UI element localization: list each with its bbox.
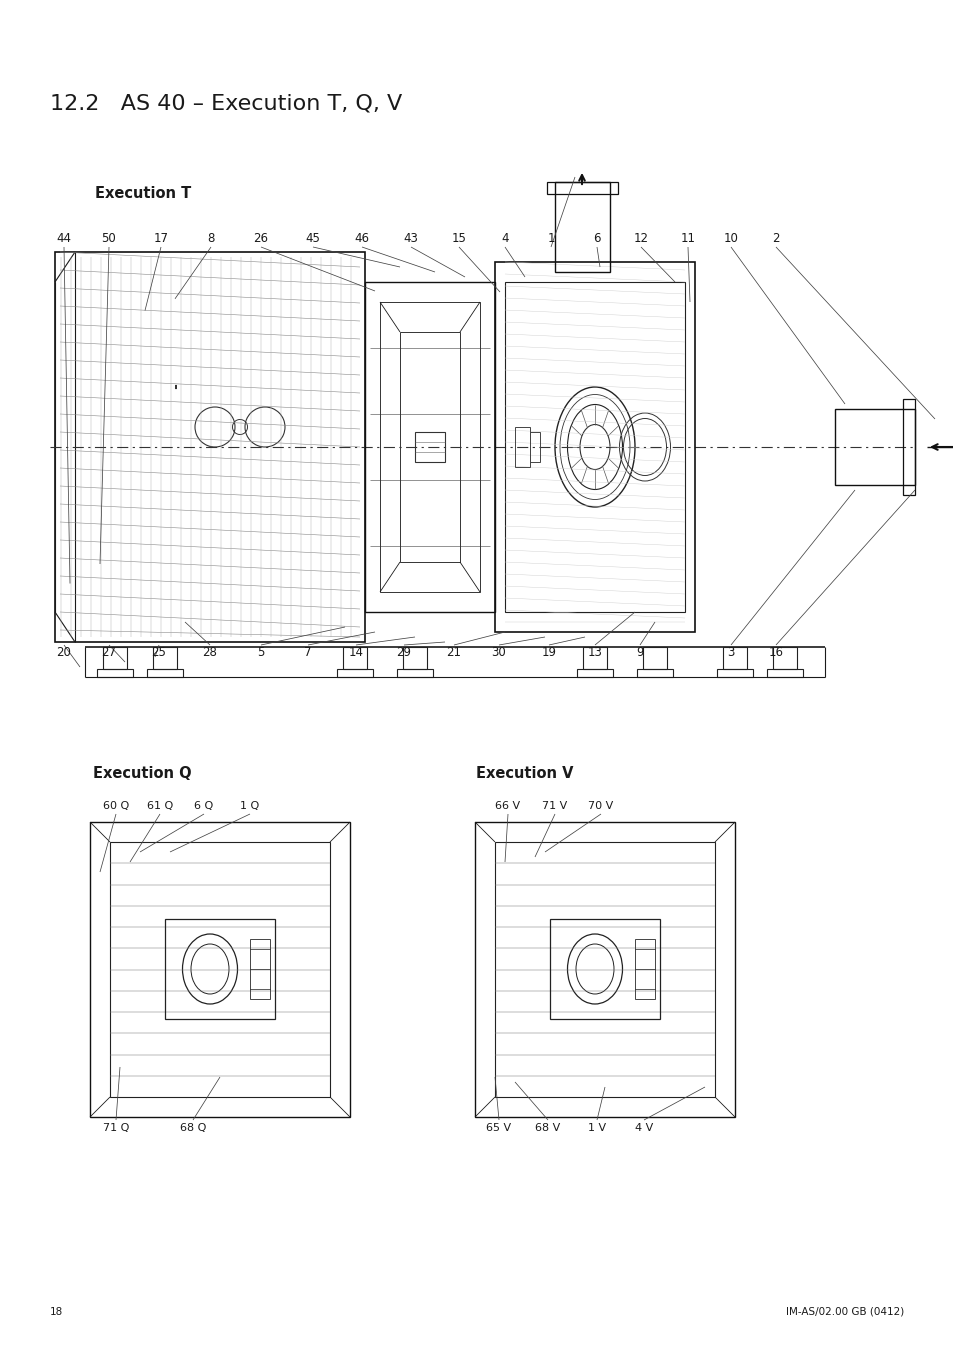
- Text: 45: 45: [305, 232, 320, 246]
- Text: 26: 26: [253, 232, 268, 246]
- Text: 44: 44: [56, 232, 71, 246]
- Bar: [637, 669, 672, 677]
- Bar: [717, 669, 752, 677]
- Bar: [722, 647, 746, 669]
- Text: 8: 8: [207, 232, 214, 246]
- Text: Execution T: Execution T: [95, 185, 191, 200]
- Bar: [555, 182, 609, 272]
- Bar: [766, 669, 802, 677]
- Text: 68 Q: 68 Q: [179, 1123, 206, 1133]
- Text: 14: 14: [348, 647, 363, 659]
- Bar: [379, 303, 479, 592]
- Text: 15: 15: [451, 232, 466, 246]
- Text: 3: 3: [726, 647, 734, 659]
- Text: 2: 2: [771, 232, 779, 246]
- Bar: [90, 821, 350, 1117]
- Text: 4: 4: [500, 232, 508, 246]
- Text: 1: 1: [547, 232, 554, 246]
- Bar: [97, 669, 132, 677]
- Bar: [582, 647, 606, 669]
- Text: 27: 27: [101, 647, 116, 659]
- Bar: [495, 842, 714, 1097]
- Text: 43: 43: [403, 232, 418, 246]
- Text: 12.2   AS 40 – Execution T, Q, V: 12.2 AS 40 – Execution T, Q, V: [50, 93, 402, 113]
- Bar: [495, 262, 695, 632]
- Bar: [336, 669, 373, 677]
- Bar: [250, 939, 270, 998]
- Bar: [515, 427, 530, 467]
- Text: 7: 7: [304, 647, 312, 659]
- Bar: [110, 842, 330, 1097]
- Text: 6: 6: [593, 232, 600, 246]
- Text: 4 V: 4 V: [634, 1123, 653, 1133]
- Text: 1 V: 1 V: [587, 1123, 605, 1133]
- Text: 20: 20: [56, 647, 71, 659]
- Bar: [834, 409, 914, 485]
- Bar: [152, 647, 177, 669]
- Text: 19: 19: [541, 647, 556, 659]
- Text: 65 V: 65 V: [486, 1123, 511, 1133]
- Bar: [635, 939, 655, 998]
- Bar: [147, 669, 183, 677]
- Text: 60 Q: 60 Q: [103, 801, 129, 811]
- Text: 50: 50: [102, 232, 116, 246]
- Text: 6 Q: 6 Q: [194, 801, 213, 811]
- Text: 66 V: 66 V: [495, 801, 520, 811]
- Text: 25: 25: [152, 647, 166, 659]
- Bar: [546, 182, 618, 195]
- Text: 29: 29: [396, 647, 411, 659]
- Bar: [343, 647, 367, 669]
- Text: 5: 5: [257, 647, 264, 659]
- Text: 1 Q: 1 Q: [240, 801, 259, 811]
- Text: 13: 13: [587, 647, 601, 659]
- Text: 46: 46: [355, 232, 369, 246]
- Text: 71 V: 71 V: [542, 801, 567, 811]
- Text: 68 V: 68 V: [535, 1123, 560, 1133]
- Bar: [504, 282, 684, 612]
- Text: Execution Q: Execution Q: [92, 766, 192, 781]
- Bar: [365, 282, 495, 612]
- Bar: [475, 821, 734, 1117]
- Bar: [530, 432, 539, 462]
- Text: 17: 17: [153, 232, 169, 246]
- Text: 61 Q: 61 Q: [147, 801, 172, 811]
- Bar: [577, 669, 613, 677]
- Bar: [642, 647, 666, 669]
- Bar: [902, 399, 914, 494]
- Text: 21: 21: [446, 647, 461, 659]
- Bar: [396, 669, 433, 677]
- Bar: [399, 332, 459, 562]
- Text: 12: 12: [633, 232, 648, 246]
- Text: Execution V: Execution V: [476, 766, 573, 781]
- Bar: [165, 919, 274, 1019]
- Bar: [402, 647, 427, 669]
- Text: 70 V: 70 V: [588, 801, 613, 811]
- Text: 18: 18: [50, 1306, 63, 1317]
- Bar: [415, 432, 444, 462]
- Bar: [103, 647, 127, 669]
- Text: 28: 28: [202, 647, 217, 659]
- Text: 16: 16: [768, 647, 782, 659]
- Bar: [55, 253, 365, 642]
- Text: 71 Q: 71 Q: [103, 1123, 129, 1133]
- Text: 30: 30: [491, 647, 506, 659]
- Text: IM-AS/02.00 GB (0412): IM-AS/02.00 GB (0412): [785, 1306, 903, 1317]
- Bar: [550, 919, 659, 1019]
- Text: 10: 10: [722, 232, 738, 246]
- Text: 9: 9: [636, 647, 643, 659]
- Text: 11: 11: [679, 232, 695, 246]
- Bar: [772, 647, 796, 669]
